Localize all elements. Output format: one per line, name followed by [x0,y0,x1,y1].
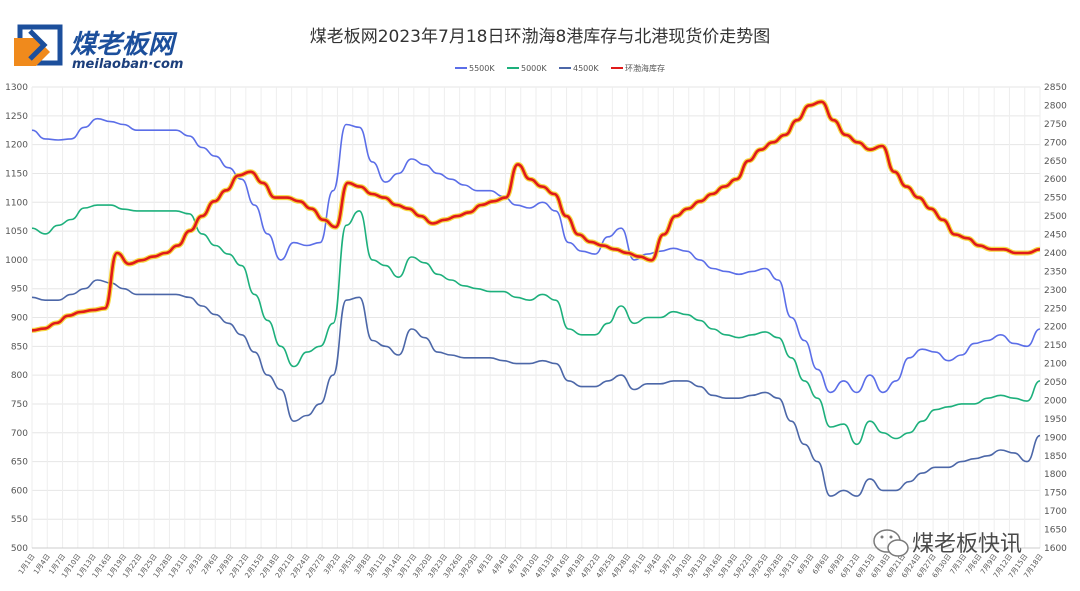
y-left-tick-label: 550 [11,515,28,525]
y-right-tick-label: 2000 [1044,396,1067,406]
y-right-tick-label: 1600 [1044,544,1067,554]
y-right-tick-label: 2700 [1044,138,1067,148]
y-right-tick-label: 2750 [1044,120,1067,130]
watermark: 煤老板快讯 [873,529,1022,557]
series-group [31,99,1041,497]
y-right-tick-label: 2450 [1044,231,1067,241]
logo: 煤老板网 meilaoban·com [14,24,183,72]
y-left-tick-label: 1150 [5,169,28,179]
y-right-tick-label: 2300 [1044,286,1067,296]
y-left-tick-label: 700 [11,429,28,439]
wechat-icon [873,529,909,557]
y-right-tick-label: 1850 [1044,452,1067,462]
series-2-line [31,279,1041,497]
x-axis: 1月1日1月4日1月7日1月10日1月13日1月16日1月19日1月22日1月2… [17,553,1045,580]
legend-label: 5500K [469,64,495,73]
y-right-tick-label: 2500 [1044,212,1067,222]
y-right-tick-label: 2250 [1044,304,1067,314]
logo-domain: meilaoban·com [72,57,183,72]
y-left-tick-label: 900 [11,314,28,324]
y-right-tick-label: 1950 [1044,415,1067,425]
y-left-tick-label: 1300 [5,83,28,93]
y-left-tick-label: 600 [11,486,28,496]
y-right-tick-label: 2150 [1044,341,1067,351]
y-left-tick-label: 850 [11,342,28,352]
y-right-tick-label: 2850 [1044,83,1067,93]
chart-title: 煤老板网2023年7月18日环渤海8港库存与北港现货价走势图 [310,27,771,47]
series-3-line [31,100,1041,332]
y-right-tick-label: 2400 [1044,249,1067,259]
legend: 5500K 5000K 4500K 环渤海库存 [455,63,665,73]
y-left-tick-label: 500 [11,544,28,554]
y-left-tick-label: 650 [11,458,28,468]
y-left-tick-label: 1200 [5,141,28,151]
y-right-tick-label: 1900 [1044,433,1067,443]
y-right-tick-label: 1750 [1044,489,1067,499]
y-right-tick-label: 1700 [1044,507,1067,517]
legend-label: 环渤海库存 [625,63,665,73]
y-left-tick-label: 1100 [5,198,28,208]
series-1-line [31,204,1041,446]
y-right-tick-label: 2800 [1044,101,1067,111]
y-left-tick-label: 800 [11,371,28,381]
y-left-tick-label: 1000 [5,256,28,266]
y-left-tick-label: 950 [11,285,28,295]
legend-label: 4500K [573,64,599,73]
watermark-text: 煤老板快讯 [912,532,1022,557]
y-right-tick-label: 2650 [1044,157,1067,167]
y-right-tick-label: 2200 [1044,323,1067,333]
logo-mark-icon [14,24,63,66]
y-right-tick-label: 2350 [1044,267,1067,277]
logo-name: 煤老板网 [70,30,178,60]
legend-label: 5000K [521,64,547,73]
y-right-tick-label: 2550 [1044,194,1067,204]
series-0-line [31,117,1041,394]
y-left-tick-label: 1050 [5,227,28,237]
y-right-tick-label: 1800 [1044,470,1067,480]
y-right-tick-label: 2100 [1044,360,1067,370]
grid [31,86,1041,549]
y-right-tick-label: 2600 [1044,175,1067,185]
y-left-tick-label: 1250 [5,112,28,122]
y-axis-left: 500 550 600 650 700 750 800 850 900 950 1000 1050 11… [5,83,28,554]
y-left-tick-label: 750 [11,400,28,410]
y-axis-right: 1600 1650 1700 1750 1800 1850 1900 1950 2000 2050… [1044,83,1067,554]
y-right-tick-label: 2050 [1044,378,1067,388]
y-right-tick-label: 1650 [1044,526,1067,536]
